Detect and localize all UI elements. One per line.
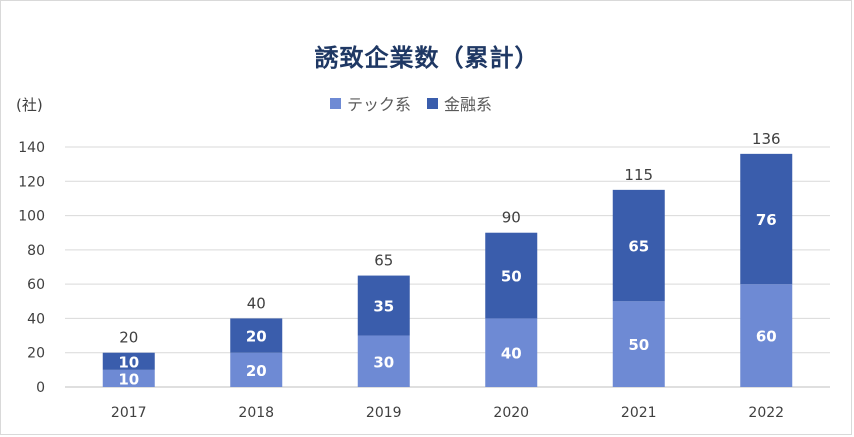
x-tick-label: 2019: [366, 405, 402, 421]
legend-label-finance: 金融系: [444, 95, 493, 114]
total-label: 65: [374, 252, 393, 270]
x-tick-label: 2020: [493, 405, 529, 421]
legend-swatch-tech: [330, 97, 341, 109]
bar-finance: [357, 275, 410, 336]
bar-tech: [612, 301, 665, 387]
data-label-finance: 76: [756, 211, 777, 229]
data-label-tech: 20: [246, 362, 267, 380]
bar-tech: [357, 335, 410, 387]
bar-tech: [485, 318, 538, 387]
data-label-tech: 40: [501, 345, 522, 363]
bar-finance: [612, 189, 665, 302]
legend-label-tech: テック系: [347, 95, 412, 114]
x-tick-label: 2017: [111, 405, 147, 421]
data-label-tech: 50: [628, 336, 649, 354]
chart-title: 誘致企業数（累計）: [314, 44, 540, 72]
bar-finance: [485, 232, 538, 319]
y-tick-label: 20: [27, 346, 45, 362]
x-tick-label: 2018: [238, 405, 274, 421]
y-tick-label: 40: [27, 311, 45, 327]
total-label: 115: [624, 166, 653, 184]
bar-finance: [102, 352, 155, 370]
y-tick-label: 120: [18, 174, 45, 190]
bar-finance: [230, 318, 283, 353]
legend-item-finance: 金融系: [427, 91, 492, 115]
data-label-finance: 35: [373, 298, 394, 316]
bar-finance: [740, 153, 793, 285]
total-label: 136: [752, 130, 781, 148]
x-tick-label: 2021: [621, 405, 657, 421]
bar-tech: [102, 369, 155, 387]
data-label-tech: 30: [373, 353, 394, 371]
data-label-tech: 10: [118, 370, 139, 388]
data-label-finance: 10: [118, 353, 139, 371]
y-tick-label: 140: [18, 140, 45, 156]
y-tick-label: 80: [27, 243, 45, 259]
y-tick-label: 60: [27, 277, 45, 293]
data-label-tech: 60: [756, 328, 777, 346]
y-axis-unit-label: (社): [16, 96, 43, 114]
total-label: 40: [247, 294, 266, 312]
legend: テック系 金融系: [330, 91, 492, 115]
legend-swatch-finance: [427, 97, 439, 109]
total-label: 90: [502, 209, 521, 227]
legend-item-tech: テック系: [330, 91, 411, 115]
total-label: 20: [119, 329, 138, 347]
bar-tech: [740, 284, 793, 387]
y-tick-label: 100: [18, 209, 45, 225]
x-tick-label: 2022: [748, 405, 784, 421]
bar-tech: [230, 352, 283, 387]
data-label-finance: 50: [501, 268, 522, 286]
y-tick-label: 0: [36, 380, 45, 396]
data-label-finance: 65: [628, 238, 649, 256]
data-label-finance: 20: [246, 328, 267, 346]
